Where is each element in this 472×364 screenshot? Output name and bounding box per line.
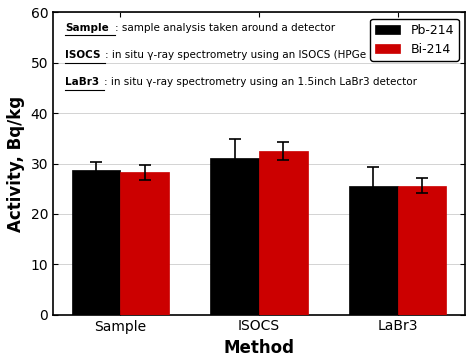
X-axis label: Method: Method xyxy=(224,339,295,357)
Text: Sample: Sample xyxy=(65,23,109,33)
Bar xyxy=(398,186,447,314)
Bar xyxy=(259,151,308,314)
Text: ISOCS: ISOCS xyxy=(65,50,101,60)
Y-axis label: Activity, Bq/kg: Activity, Bq/kg xyxy=(7,95,25,232)
Bar xyxy=(120,172,169,314)
Text: : in situ γ-ray spectrometry using an ISOCS (HPGe detector): : in situ γ-ray spectrometry using an IS… xyxy=(105,50,418,60)
Bar xyxy=(211,158,259,314)
Bar xyxy=(72,170,120,314)
Text: : sample analysis taken around a detector: : sample analysis taken around a detecto… xyxy=(115,23,335,33)
Bar xyxy=(349,186,398,314)
Text: LaBr3: LaBr3 xyxy=(65,78,100,87)
Legend: Pb-214, Bi-214: Pb-214, Bi-214 xyxy=(371,19,459,61)
Text: : in situ γ-ray spectrometry using an 1.5inch LaBr3 detector: : in situ γ-ray spectrometry using an 1.… xyxy=(104,78,417,87)
